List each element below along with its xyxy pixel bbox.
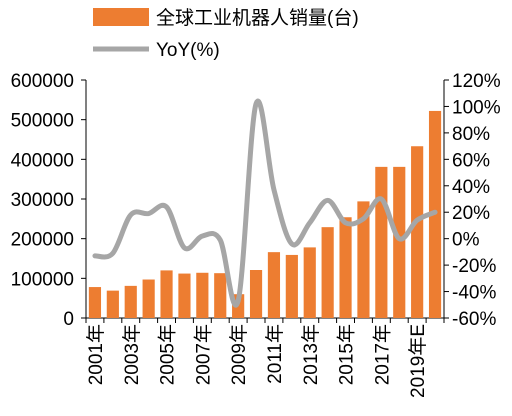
bar (393, 166, 406, 318)
yoy-line (92, 98, 438, 308)
right-tick-label: -20% (452, 256, 496, 277)
bar (285, 254, 298, 318)
x-tick-label: 2011年 (264, 324, 286, 384)
bar (160, 270, 173, 318)
bar (106, 290, 119, 318)
left-tick-label: 300000 (11, 190, 74, 211)
left-tick-label: 200000 (11, 230, 74, 251)
left-tick-label: 400000 (11, 150, 74, 171)
bar-series (88, 110, 442, 318)
right-tick-label: 60% (452, 150, 490, 171)
bar (88, 287, 102, 318)
bar (196, 272, 209, 318)
bar (321, 227, 334, 318)
legend-bar-label: 全球工业机器人销量(台) (156, 7, 359, 29)
x-tick-label: 2001年 (85, 324, 107, 385)
right-tick-label: 80% (452, 124, 490, 145)
bar (178, 273, 191, 318)
left-axis-ticks: 0 100000 200000 300000 400000 500000 600000 (11, 71, 86, 330)
right-tick-label: 0% (452, 230, 480, 251)
x-axis-ticks: 2001年 2003年 2005年 2007年 2009年 2011年 2013年 2015年… (85, 318, 445, 398)
bar (142, 279, 155, 318)
x-tick-label: 2019年E (407, 324, 429, 398)
left-tick-label: 600000 (11, 71, 74, 92)
right-tick-label: -60% (452, 309, 496, 330)
bar (303, 247, 316, 318)
bar (357, 201, 370, 318)
right-axis-ticks: -60% -40% -20% 0% 20% 40% 60% 80% 100% 120% (444, 71, 501, 330)
x-tick-label: 2005年 (157, 324, 179, 385)
bar (375, 166, 388, 318)
right-tick-label: 20% (452, 203, 490, 224)
x-tick-label: 2009年 (228, 324, 250, 385)
x-tick-label: 2015年 (336, 324, 358, 385)
bar (267, 252, 281, 318)
left-tick-label: 500000 (11, 111, 74, 132)
right-tick-label: 120% (452, 71, 501, 92)
legend: 全球工业机器人销量(台) YoY(%) (93, 7, 359, 61)
bar (124, 285, 137, 318)
x-tick-label: 2003年 (121, 324, 143, 385)
bar (411, 146, 424, 318)
right-tick-label: 40% (452, 177, 490, 198)
left-tick-label: 100000 (11, 269, 74, 290)
left-tick-label: 0 (63, 309, 74, 330)
bar (214, 273, 227, 318)
x-tick-label: 2017年 (371, 324, 393, 385)
legend-line-label: YoY(%) (156, 40, 220, 61)
bar (339, 217, 352, 318)
x-tick-label: 2007年 (192, 324, 214, 385)
bar (249, 270, 263, 318)
yoy-line-series (92, 98, 438, 308)
right-tick-label: 100% (452, 97, 501, 118)
right-tick-label: -40% (452, 283, 496, 304)
x-tick-label: 2013年 (300, 324, 322, 385)
legend-bar-swatch (93, 8, 149, 26)
